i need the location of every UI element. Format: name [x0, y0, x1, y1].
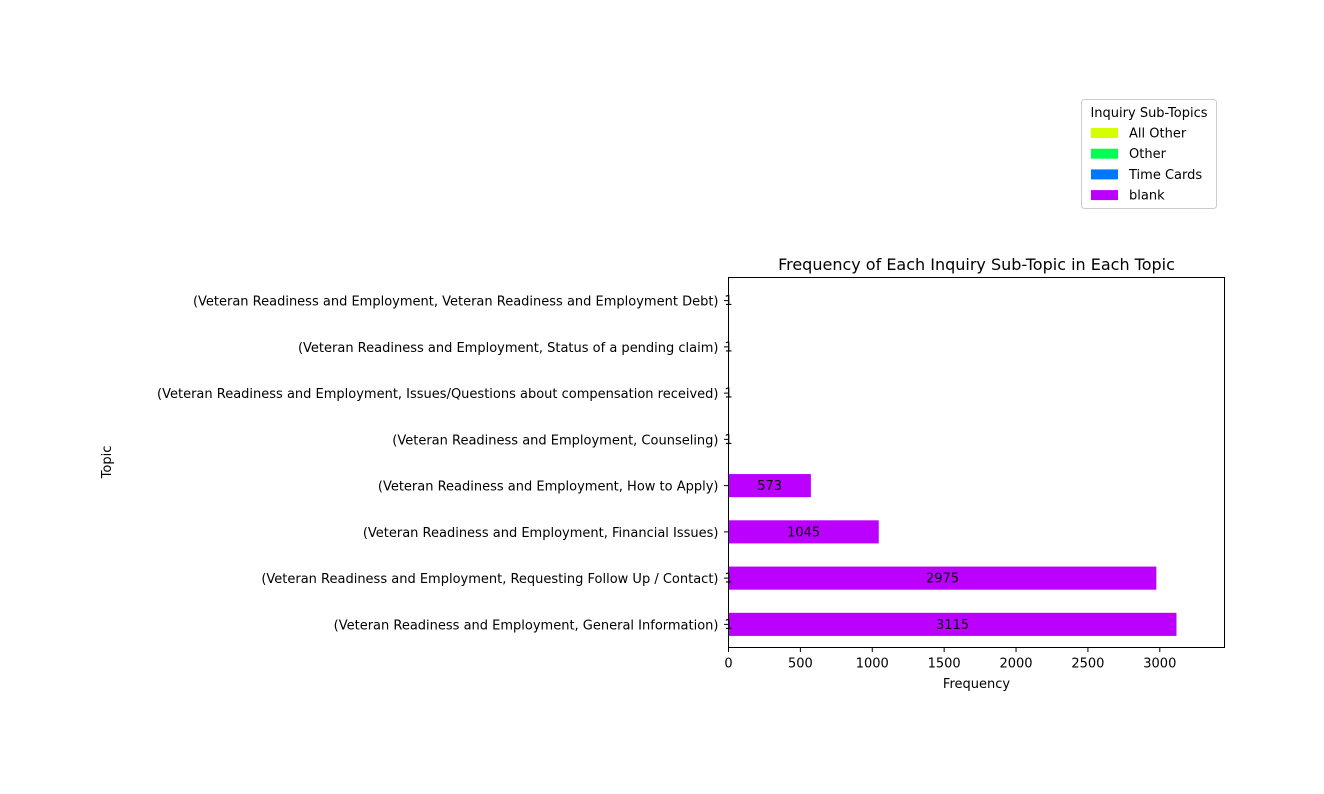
- x-tick-label: 1500: [928, 657, 961, 672]
- x-tick-label: 1000: [856, 657, 889, 672]
- legend-label: blank: [1129, 189, 1165, 204]
- chart-title: Frequency of Each Inquiry Sub-Topic in E…: [778, 255, 1175, 274]
- x-axis-ticks: 0 500 1000 1500 2000 2500 3000: [724, 648, 1176, 672]
- legend-label: All Other: [1129, 127, 1187, 142]
- y-tick-label: (Veteran Readiness and Employment, How t…: [378, 480, 719, 495]
- legend-swatch: [1091, 149, 1118, 159]
- y-axis-label: Topic: [100, 446, 115, 480]
- y-tick-label: (Veteran Readiness and Employment, Issue…: [157, 387, 718, 402]
- legend: Inquiry Sub-Topics All Other Other Time Ca…: [1082, 100, 1217, 209]
- legend-title: Inquiry Sub-Topics: [1090, 106, 1207, 121]
- data-label: 573: [757, 479, 782, 494]
- y-tick-label: (Veteran Readiness and Employment, Veter…: [193, 295, 719, 310]
- legend-swatch: [1091, 190, 1118, 200]
- data-label: 1045: [787, 525, 820, 540]
- y-tick-label: (Veteran Readiness and Employment, Finan…: [363, 526, 719, 541]
- legend-label: Other: [1129, 147, 1167, 162]
- legend-swatch: [1091, 169, 1118, 179]
- data-label: 3115: [936, 618, 969, 633]
- x-tick-label: 500: [788, 657, 813, 672]
- y-tick-label: (Veteran Readiness and Employment, Gener…: [334, 618, 719, 633]
- legend-swatch: [1091, 128, 1118, 138]
- y-tick-label: (Veteran Readiness and Employment, Couns…: [392, 433, 718, 448]
- y-axis-ticks: (Veteran Readiness and Employment, Gener…: [157, 295, 728, 634]
- plot-frame: [729, 278, 1225, 648]
- x-tick-label: 0: [724, 657, 732, 672]
- data-label: 2975: [926, 572, 959, 587]
- y-tick-label: (Veteran Readiness and Employment, Statu…: [298, 341, 719, 356]
- x-tick-label: 3000: [1143, 657, 1176, 672]
- y-tick-label: (Veteran Readiness and Employment, Reque…: [261, 572, 718, 587]
- x-axis-label: Frequency: [943, 677, 1010, 692]
- legend-label: Time Cards: [1128, 168, 1202, 183]
- x-tick-label: 2000: [999, 657, 1032, 672]
- x-tick-label: 2500: [1071, 657, 1104, 672]
